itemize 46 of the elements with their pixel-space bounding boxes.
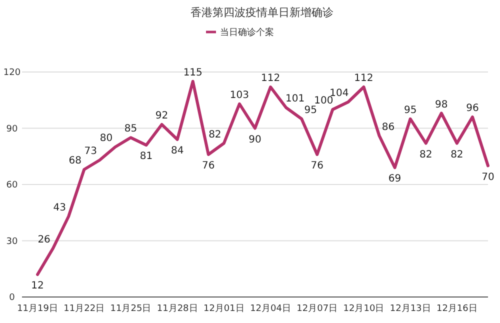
data-label: 112: [260, 73, 280, 84]
data-label: 103: [230, 90, 250, 101]
data-label: 84: [170, 146, 184, 156]
x-tick-label: 11月22日: [64, 304, 105, 314]
data-label: 82: [208, 129, 222, 140]
data-label: 115: [183, 67, 202, 78]
data-label: 26: [38, 234, 50, 246]
y-tick-label: 120: [3, 68, 21, 78]
chart-title: 香港第四波疫情单日新增确诊: [190, 6, 334, 19]
data-label: 95: [304, 104, 317, 116]
data-label: 92: [155, 110, 168, 122]
x-tick-label: 12月16日: [436, 304, 478, 314]
x-tick-label: 12月04日: [250, 304, 291, 314]
x-tick-label: 12月13日: [390, 304, 431, 314]
x-tick-label: 11月28日: [156, 304, 198, 314]
legend-label: 当日确诊个案: [220, 27, 274, 38]
x-tick-label: 11月19日: [17, 304, 58, 314]
data-label: 80: [100, 133, 113, 144]
data-label: 12: [31, 280, 44, 292]
data-label: 101: [286, 94, 305, 105]
data-label: 73: [84, 146, 98, 158]
data-label: 68: [68, 156, 82, 166]
data-label: 85: [124, 124, 138, 135]
x-tick-label: 12月10日: [343, 304, 384, 314]
data-label: 100: [314, 96, 334, 106]
data-label: 96: [466, 103, 479, 114]
data-label: 95: [404, 104, 417, 116]
data-label: 82: [450, 149, 464, 160]
data-label: 43: [53, 202, 66, 214]
data-label: 76: [310, 160, 324, 172]
data-label: 69: [388, 174, 402, 185]
data-label: 112: [354, 73, 374, 84]
y-tick-label: 90: [6, 124, 18, 134]
y-tick-label: 30: [6, 236, 18, 247]
data-label: 98: [435, 99, 448, 110]
x-tick-label: 12月01日: [203, 304, 244, 314]
data-label: 86: [382, 122, 395, 133]
data-label: 82: [420, 149, 432, 160]
data-label: 90: [248, 134, 262, 146]
data-label: 70: [482, 172, 494, 183]
data-label: 81: [140, 151, 153, 162]
data-label: 76: [202, 160, 215, 172]
x-tick-label: 12月07日: [296, 304, 338, 314]
y-tick-label: 60: [6, 180, 18, 190]
x-tick-label: 11月25日: [110, 304, 152, 314]
y-tick-label: 0: [9, 293, 16, 303]
